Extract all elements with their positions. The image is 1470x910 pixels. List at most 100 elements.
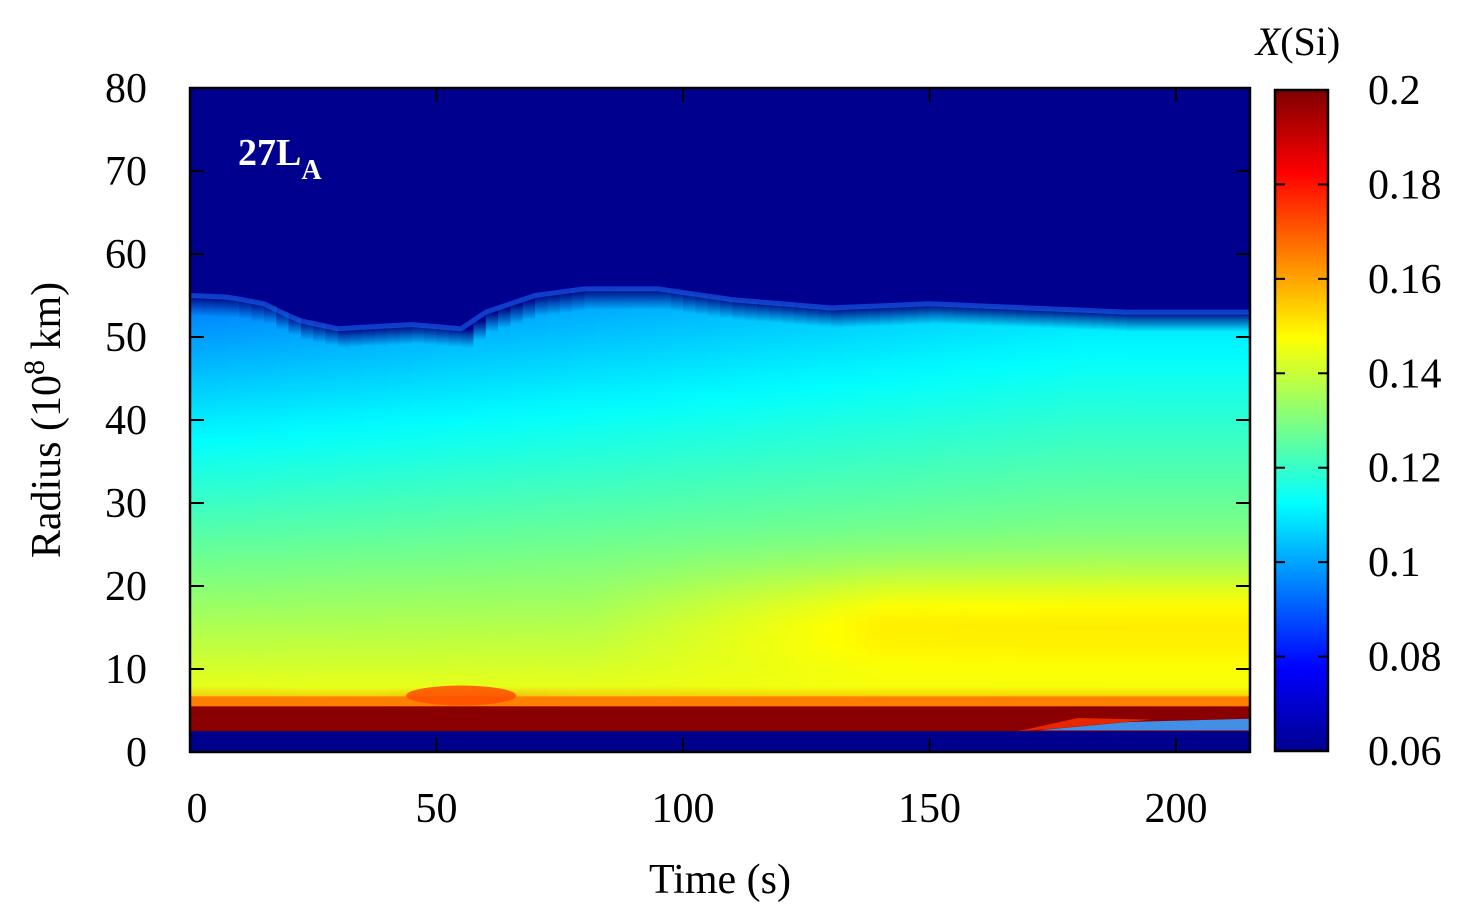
x-axis-label: Time (s) [649,857,791,903]
colorbar-tick-label: 0.12 [1368,446,1442,492]
heatmap-column [806,305,820,707]
heatmap-column [374,326,388,707]
heatmap-column [695,294,709,707]
heatmap-column [658,288,672,707]
heatmap-column [387,325,401,707]
colorbar-ticks: 0.06 0.08 0.1 0.12 0.14 0.16 0.18 0.2 [1275,68,1442,775]
colorbar-tick-label: 0.06 [1368,729,1442,775]
heatmap-column [1200,312,1214,707]
heatmap-column [424,325,438,707]
heatmap-column [1040,308,1054,707]
colorbar-label: X(Si) [1254,19,1340,64]
heatmap-column [288,315,302,707]
heatmap-column [683,292,696,707]
y-axis: 0 10 20 30 40 50 60 70 80 [105,66,1250,776]
heatmap-column [239,299,253,707]
orange-shell [190,696,1250,707]
colorbar-tick-label: 0.16 [1368,257,1442,303]
heatmap-column [843,307,857,707]
heatmap-column [609,288,622,707]
late-inner-red [1018,717,1152,732]
heatmap-column [1250,312,1263,706]
heatmap-column [510,303,524,707]
heatmap-column [867,306,881,707]
heatmap-column [954,304,968,707]
orange-shell-bulge [406,685,517,706]
y-tick-label: 80 [105,66,147,112]
colorbar-gradient [1273,88,1330,753]
y-tick-label: 0 [126,730,147,776]
heatmap-column [633,288,647,707]
heatmap-column [756,301,770,707]
x-tick-label: 0 [187,786,208,832]
y-tick-label: 10 [105,647,147,693]
heatmap-column [276,309,290,707]
y-tick-label: 60 [105,232,147,278]
heatmap-column [941,304,955,707]
heatmap-column [362,327,376,707]
heatmap-column [1163,312,1177,707]
heatmap-column [337,328,351,707]
heatmap-column [1028,307,1042,707]
heatmap-column [1225,312,1239,707]
heatmap-column [572,290,586,707]
heatmap-column [461,328,475,707]
y-tick-label: 50 [105,315,147,361]
heatmap-column [818,306,832,707]
colorbar-tick-label: 0.2 [1368,68,1421,114]
heatmap-column [350,328,364,707]
heatmap-column [1114,311,1128,707]
heatmap-plot-area [190,88,1263,752]
y-axis-label: Radius (108 km) [18,282,70,558]
heatmap-column [1188,312,1202,707]
x-tick-label: 150 [898,786,961,832]
heatmap-column [300,320,314,707]
heatmap-column [1102,311,1116,707]
heatmap-column [313,323,327,707]
heatmap-column [1126,312,1140,707]
heatmap-column [793,304,807,707]
heatmap-column [892,305,906,707]
heatmap-column [325,326,339,707]
heatmap-column [1003,306,1017,707]
y-axis-label-superscript: 8 [18,360,51,375]
panel-label: 27LA [238,132,322,186]
heatmap-column [1052,308,1066,707]
heatmap-column [190,295,203,707]
heatmap-column [621,288,635,707]
heatmap-column [1213,312,1226,707]
colorbar: 0.06 0.08 0.1 0.12 0.14 0.16 0.18 0.2 X(Si) [1254,19,1442,775]
heatmap-column [448,327,462,707]
heatmap-column [485,312,499,707]
heatmap-column [646,288,659,707]
colorbar-tick-label: 0.14 [1368,351,1442,397]
x-axis: 0 50 100 150 200 [187,88,1208,832]
x-tick-label: 200 [1145,786,1208,832]
heatmap-column [707,296,721,707]
heatmap-column [522,299,536,707]
x-tick-label: 50 [416,786,458,832]
heatmap-column [744,300,758,707]
colorbar-tick-label: 0.08 [1368,635,1442,681]
heatmap-column [251,301,265,707]
heatmap-column [781,303,795,707]
heatmap-column [411,324,425,707]
heatmap-column [917,304,931,707]
outer-boundary-edge [190,286,1250,332]
heatmap-column [830,307,844,707]
y-tick-label: 40 [105,398,147,444]
heatmap-column [1077,310,1091,707]
inner-core [190,733,1250,752]
heatmap-column [226,297,240,707]
heatmap-column [966,305,980,707]
heatmap-column [202,296,216,707]
heatmap-column [263,303,277,707]
heatmap-column [559,292,573,707]
heatmap-column [473,320,487,707]
late-inner-mixing [1038,718,1250,731]
heatmap-column [1089,310,1103,707]
heatmap-column [436,326,450,707]
heatmap-column [978,305,992,707]
heatmap-column [1151,312,1165,707]
heatmap-column [904,304,918,707]
